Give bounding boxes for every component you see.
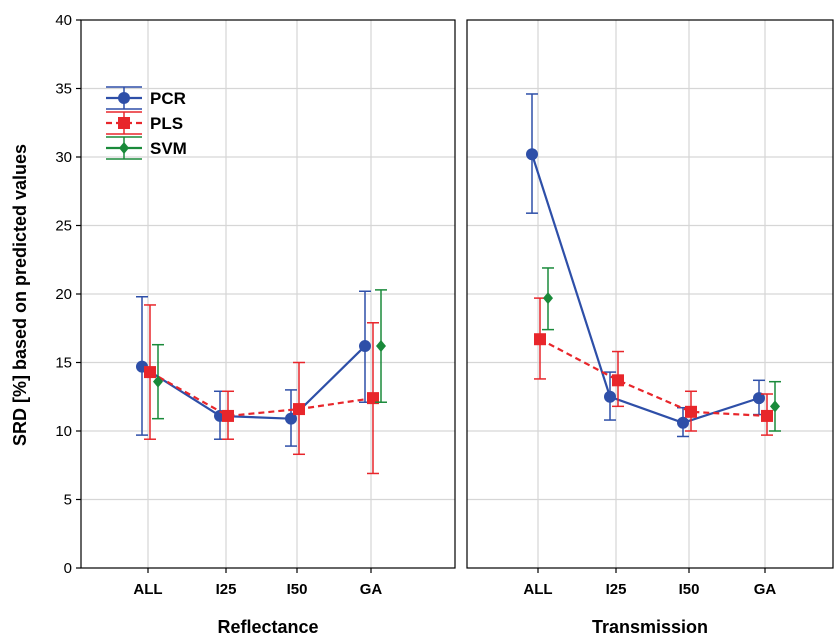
data-point (534, 333, 546, 346)
data-point (144, 366, 156, 379)
legend-item-pcr: PCR (106, 86, 186, 110)
series-svm (152, 289, 387, 420)
y-tick-label: 5 (64, 492, 72, 509)
panel-transmission: ALL I25 I50 GA Transmission (466, 19, 834, 635)
panels: 0 5 10 15 20 25 30 35 40 ALL I25 I50 GA Reflectance AL… (55, 12, 834, 635)
panel-reflectance: 0 5 10 15 20 25 30 35 40 ALL I25 I50 GA Reflectance (55, 12, 456, 635)
y-tick-label: 0 (64, 560, 72, 577)
x-tick-label: ALL (523, 581, 552, 598)
data-point (677, 416, 689, 429)
plot-frame (466, 19, 834, 569)
legend-label: PCR (150, 89, 186, 108)
x-axis-label: Reflectance (217, 617, 318, 635)
y-tick-label: 40 (55, 12, 72, 29)
data-point (367, 392, 379, 405)
legend: PCR PLS SVM (106, 86, 187, 160)
x-tick-label: I25 (216, 581, 237, 598)
x-tick-label: ALL (133, 581, 162, 598)
x-tick-label: GA (754, 581, 777, 598)
y-tick-label: 30 (55, 149, 72, 166)
data-point (293, 403, 305, 416)
x-axis-label: Transmission (592, 617, 708, 635)
x-tick-label: I50 (287, 581, 308, 598)
y-tick-label: 10 (55, 423, 72, 440)
legend-item-svm: SVM (106, 136, 187, 160)
data-point (376, 340, 386, 353)
series-pcr (136, 290, 371, 447)
y-axis-label: SRD [%] based on predicted values (10, 144, 30, 446)
y-tick-label: 25 (55, 218, 72, 235)
y-tick-label: 35 (55, 81, 72, 98)
series-line (539, 338, 768, 418)
legend-marker (118, 92, 130, 104)
legend-label: SVM (150, 139, 187, 158)
data-point (222, 409, 234, 422)
data-point (285, 412, 297, 425)
data-point (604, 390, 616, 403)
y-tick-label: 20 (55, 286, 72, 303)
series-pls (534, 297, 773, 436)
series-svm (542, 267, 781, 432)
series-line (530, 153, 760, 424)
x-tick-label: I50 (679, 581, 700, 598)
legend-marker (119, 142, 129, 154)
x-tick-label: GA (360, 581, 383, 598)
data-point (359, 340, 371, 353)
data-point (526, 148, 538, 161)
data-point (761, 409, 773, 422)
y-tick-label: 15 (55, 355, 72, 372)
data-point (153, 375, 163, 388)
series-pls (144, 304, 379, 475)
series-line (149, 371, 374, 418)
legend-marker (118, 117, 130, 129)
x-tick-label: I25 (606, 581, 627, 598)
legend-label: PLS (150, 114, 183, 133)
data-point (685, 405, 697, 418)
data-point (612, 374, 624, 387)
series-line (141, 345, 366, 420)
legend-item-pls: PLS (106, 111, 183, 135)
data-point (753, 392, 765, 405)
data-point (543, 292, 553, 305)
series-pcr (526, 93, 765, 438)
data-point (770, 400, 780, 413)
